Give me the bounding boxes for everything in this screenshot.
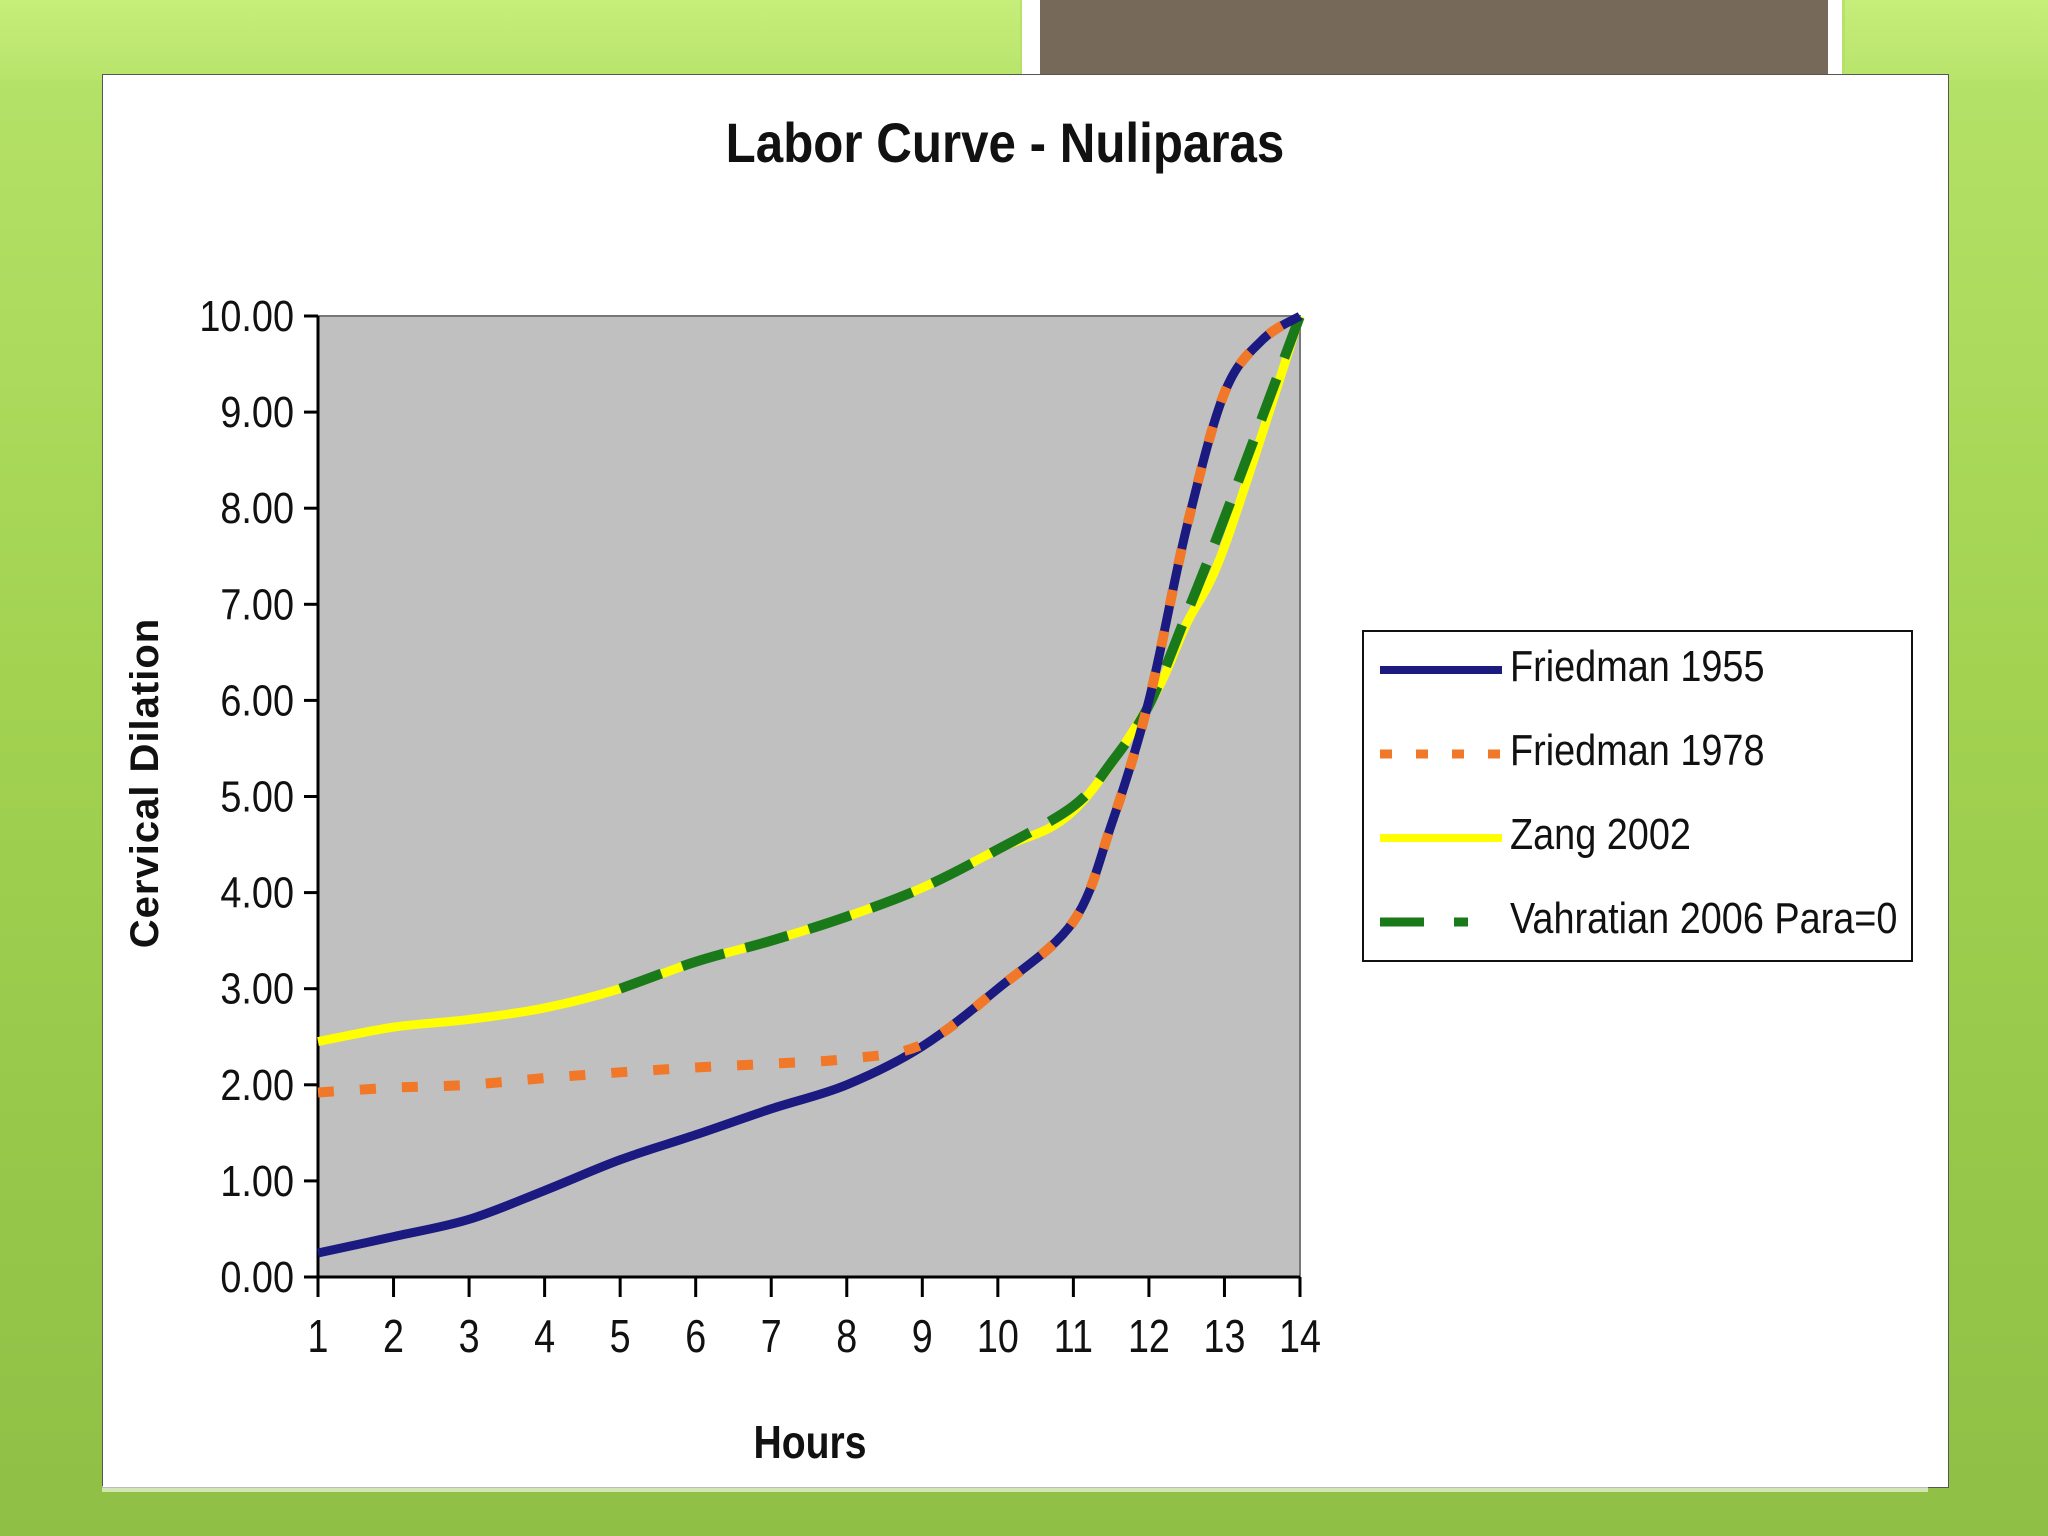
x-tick-label: 9 [912, 1310, 933, 1361]
card-bottom-edge [102, 1486, 1928, 1492]
series-layer [317, 311, 1305, 1258]
x-axis-label: Hours [753, 1416, 867, 1468]
background-band-right [1845, 0, 2048, 80]
y-tick-label: 1.00 [220, 1156, 294, 1205]
x-tick-label: 1 [308, 1310, 329, 1361]
legend-swatch-zang-2002 [1380, 834, 1502, 842]
x-tick-label: 12 [1128, 1310, 1170, 1361]
x-tick-label: 14 [1279, 1310, 1321, 1361]
plot-area [317, 315, 1301, 1278]
y-tick-label: 0.00 [220, 1252, 294, 1301]
legend: Friedman 1955 Friedman 1978 Zang 2002 Va… [1362, 630, 1913, 962]
x-tick-label: 10 [977, 1310, 1019, 1361]
series-line-vahratian-2006-para-0 [618, 314, 1305, 994]
legend-label: Vahratian 2006 Para=0 [1510, 894, 1898, 943]
x-tick-label: 3 [459, 1310, 480, 1361]
y-tick-label: 9.00 [220, 387, 294, 436]
y-axis-label: Cervical Dilation [123, 617, 167, 949]
series-line-friedman-1955 [317, 312, 1303, 1258]
axes: 0.00 1.00 2.00 3.00 4.00 5.00 6.00 7.00 8.00 9.00… [199, 291, 1321, 1362]
y-tick-label: 2.00 [220, 1060, 294, 1109]
y-tick-label: 5.00 [220, 772, 294, 821]
legend-swatch-friedman-1978 [1380, 749, 1502, 759]
legend-label: Zang 2002 [1510, 810, 1691, 859]
legend-item-zang-2002: Zang 2002 [1372, 806, 1912, 866]
x-tick-label: 2 [383, 1310, 404, 1361]
legend-label: Friedman 1978 [1510, 726, 1765, 775]
y-tick-label: 7.00 [220, 580, 294, 629]
y-tick-label: 8.00 [220, 484, 294, 533]
chart-title: Labor Curve - Nuliparas [725, 111, 1285, 174]
legend-item-vahratian-2006: Vahratian 2006 Para=0 [1372, 890, 1912, 950]
series-line-friedman-1978 [317, 311, 1303, 1098]
legend-item-friedman-1955: Friedman 1955 [1372, 638, 1912, 698]
y-tick-label: 10.00 [199, 291, 294, 340]
legend-label: Friedman 1955 [1510, 642, 1765, 691]
x-tick-label: 13 [1203, 1310, 1245, 1361]
x-tick-label: 7 [761, 1310, 782, 1361]
y-tick-label: 4.00 [220, 868, 294, 917]
x-tick-label: 8 [836, 1310, 857, 1361]
x-tick-label: 5 [610, 1310, 631, 1361]
legend-item-friedman-1978: Friedman 1978 [1372, 722, 1912, 782]
legend-swatch-friedman-1955 [1380, 666, 1502, 674]
x-tick-label: 11 [1054, 1310, 1093, 1361]
x-tick-label: 4 [534, 1310, 555, 1361]
background-band-left [0, 0, 1020, 80]
y-tick-label: 6.00 [220, 676, 294, 725]
y-tick-label: 3.00 [220, 964, 294, 1013]
x-tick-label: 6 [685, 1310, 706, 1361]
legend-swatch-vahratian-2006 [1380, 917, 1502, 927]
header-bar [1040, 0, 1828, 74]
